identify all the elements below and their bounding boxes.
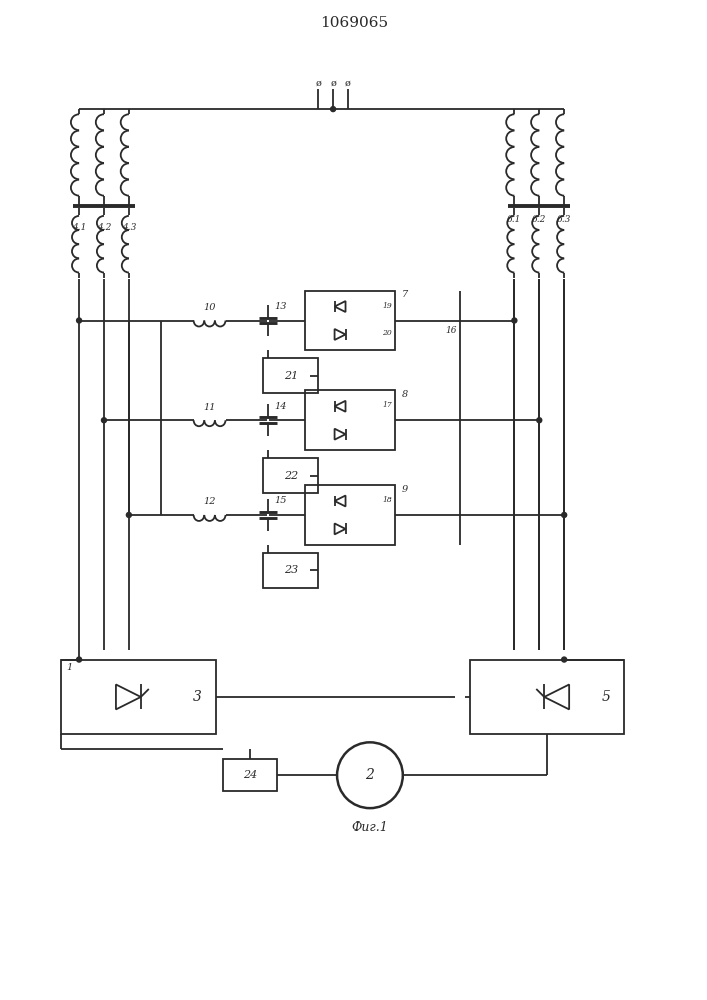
Circle shape [102,418,107,423]
Bar [223,759,277,791]
Text: 2: 2 [366,768,375,782]
Bar [305,390,395,450]
Text: 18: 18 [382,496,392,504]
Text: 15: 15 [274,496,286,505]
Text: 21: 21 [284,371,298,381]
Text: 5: 5 [602,690,610,704]
Circle shape [561,512,566,517]
Text: 8: 8 [402,390,408,399]
Bar [263,458,318,493]
Text: 23: 23 [284,565,298,575]
Text: 6.3: 6.3 [557,215,571,224]
Text: 24: 24 [243,770,257,780]
Text: 11: 11 [204,403,216,412]
Bar [263,553,318,588]
Bar [469,660,624,734]
Circle shape [127,512,132,517]
Bar [305,485,395,545]
Text: 9: 9 [402,485,408,494]
Text: 10: 10 [204,303,216,312]
Text: 7: 7 [402,290,408,299]
Text: 16: 16 [446,326,457,335]
Text: 22: 22 [284,471,298,481]
Text: 4.1: 4.1 [72,223,86,232]
Circle shape [537,418,542,423]
Text: 6.2: 6.2 [532,215,547,224]
Circle shape [512,318,517,323]
Text: 19: 19 [382,302,392,310]
Text: ø: ø [315,79,321,88]
Bar [263,358,318,393]
Circle shape [561,657,566,662]
Text: 6.1: 6.1 [507,215,522,224]
Text: 14: 14 [274,402,286,411]
Text: Фиг.1: Фиг.1 [351,821,388,834]
Circle shape [76,318,81,323]
Text: ø: ø [345,79,351,88]
Bar [61,660,216,734]
Circle shape [331,107,336,112]
Text: 3: 3 [193,690,202,704]
Text: 1069065: 1069065 [320,16,388,30]
Text: 1: 1 [66,663,72,672]
Text: 20: 20 [382,329,392,337]
Text: 4.3: 4.3 [122,223,136,232]
Bar [305,291,395,350]
Text: 4.2: 4.2 [97,223,111,232]
Text: 12: 12 [204,497,216,506]
Text: ø: ø [330,79,336,88]
Text: 13: 13 [274,302,286,311]
Circle shape [76,657,81,662]
Text: 17: 17 [382,401,392,409]
